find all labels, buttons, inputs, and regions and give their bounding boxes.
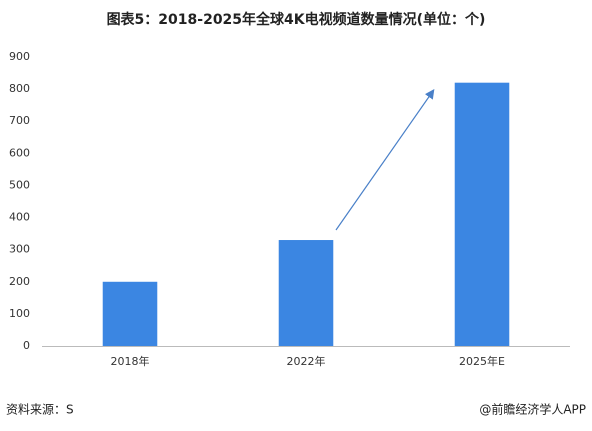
y-tick-label: 200	[9, 275, 30, 288]
chart-title: 图表5：2018-2025年全球4K电视频道数量情况(单位：个)	[107, 11, 486, 28]
y-tick-label: 600	[9, 146, 30, 159]
x-tick-label: 2018年	[111, 354, 150, 368]
y-tick-label: 0	[23, 339, 30, 352]
y-tick-label: 300	[9, 243, 30, 256]
y-tick-label: 100	[9, 307, 30, 320]
brand: @前瞻经济学人APP	[479, 402, 586, 417]
x-tick-label: 2025年E	[459, 354, 505, 368]
y-tick-label: 900	[9, 50, 30, 63]
y-tick-label: 500	[9, 178, 30, 191]
bar	[454, 82, 510, 346]
y-tick-label: 700	[9, 114, 30, 127]
bar	[102, 281, 158, 346]
x-tick-label: 2022年	[287, 354, 326, 368]
source: 资料来源：S	[6, 403, 74, 417]
y-tick-label: 800	[9, 82, 30, 95]
bar	[278, 240, 334, 346]
y-tick-label: 400	[9, 211, 30, 224]
trend-arrow	[335, 89, 435, 231]
